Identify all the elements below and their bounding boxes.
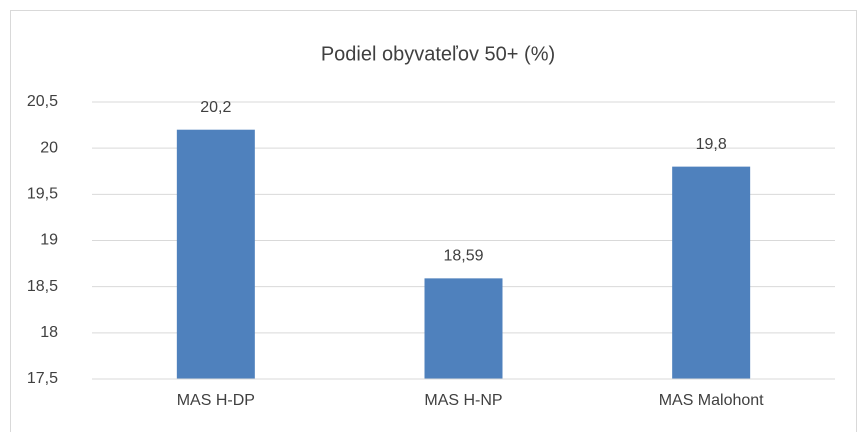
- x-tick-label: MAS H-DP: [177, 392, 255, 409]
- x-tick-label: MAS Malohont: [659, 392, 764, 409]
- bar: [176, 129, 255, 379]
- data-label: 19,8: [696, 136, 727, 153]
- bar: [672, 166, 751, 379]
- data-label: 18,59: [443, 248, 483, 265]
- y-tick-label: 19,5: [27, 186, 58, 203]
- y-tick-label: 20,5: [27, 93, 58, 110]
- y-tick-label: 19: [40, 232, 58, 249]
- y-tick-label: 20: [40, 139, 58, 156]
- y-tick-label: 18,5: [27, 278, 58, 295]
- data-label: 20,2: [200, 99, 231, 116]
- y-tick-label: 18: [40, 324, 58, 341]
- bar: [424, 278, 503, 379]
- chart-title: Podiel obyvateľov 50+ (%): [321, 43, 555, 65]
- y-tick-label: 17,5: [27, 370, 58, 387]
- x-tick-label: MAS H-NP: [424, 392, 502, 409]
